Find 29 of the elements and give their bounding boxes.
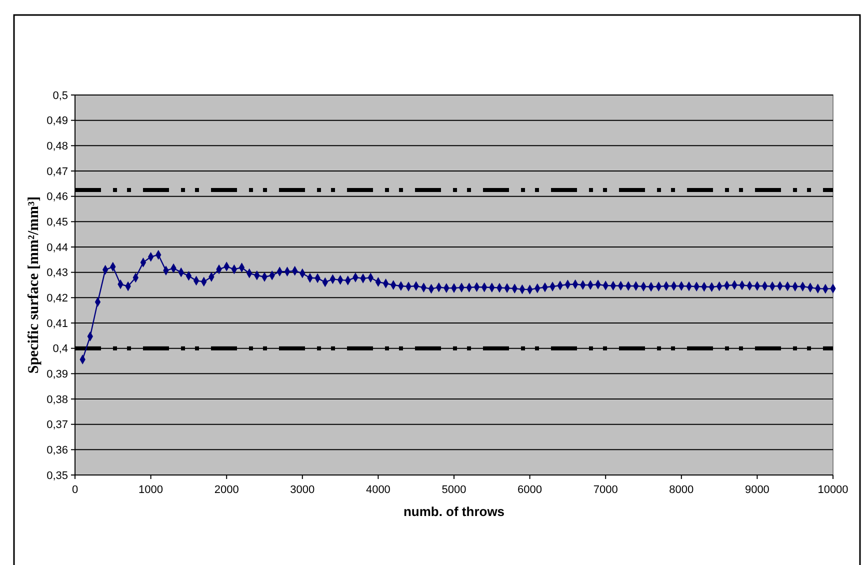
y-tick-label: 0,36 — [46, 444, 68, 457]
y-tick-label: 0,39 — [46, 368, 68, 381]
y-tick-label: 0,46 — [46, 191, 68, 204]
y-tick-label: 0,42 — [46, 292, 68, 305]
y-tick-label: 0,38 — [46, 394, 68, 406]
x-tick-label: 9000 — [744, 484, 770, 496]
y-tick-label: 0,41 — [46, 318, 68, 330]
y-tick-label: 0,49 — [46, 115, 68, 128]
y-tick-label: 0,45 — [46, 216, 68, 229]
x-tick-label: 8000 — [669, 484, 694, 496]
y-tick-label: 0,4 — [52, 343, 68, 356]
y-tick-label: 0,37 — [46, 419, 68, 432]
x-tick-label: 4000 — [366, 484, 390, 496]
x-tick-label: 3000 — [290, 484, 315, 496]
x-tick-label: 10000 — [818, 484, 848, 496]
x-tick-label: 6000 — [518, 484, 542, 496]
y-tick-label: 0,43 — [46, 267, 68, 280]
x-tick-label: 7000 — [593, 484, 618, 496]
x-tick-label: 1000 — [138, 484, 164, 496]
y-axis-title: Specific surface [mm²/mm³] — [26, 196, 42, 374]
y-tick-label: 0,44 — [46, 242, 68, 254]
x-tick-label: 5000 — [442, 484, 466, 496]
y-tick-label: 0,48 — [46, 140, 68, 153]
y-tick-label: 0,35 — [46, 470, 68, 482]
y-tick-label: 0,47 — [46, 166, 68, 178]
x-tick-label: 0 — [72, 484, 78, 496]
y-tick-label: 0,5 — [52, 90, 68, 102]
x-axis-title: numb. of throws — [403, 504, 505, 519]
x-tick-label: 2000 — [214, 484, 239, 496]
